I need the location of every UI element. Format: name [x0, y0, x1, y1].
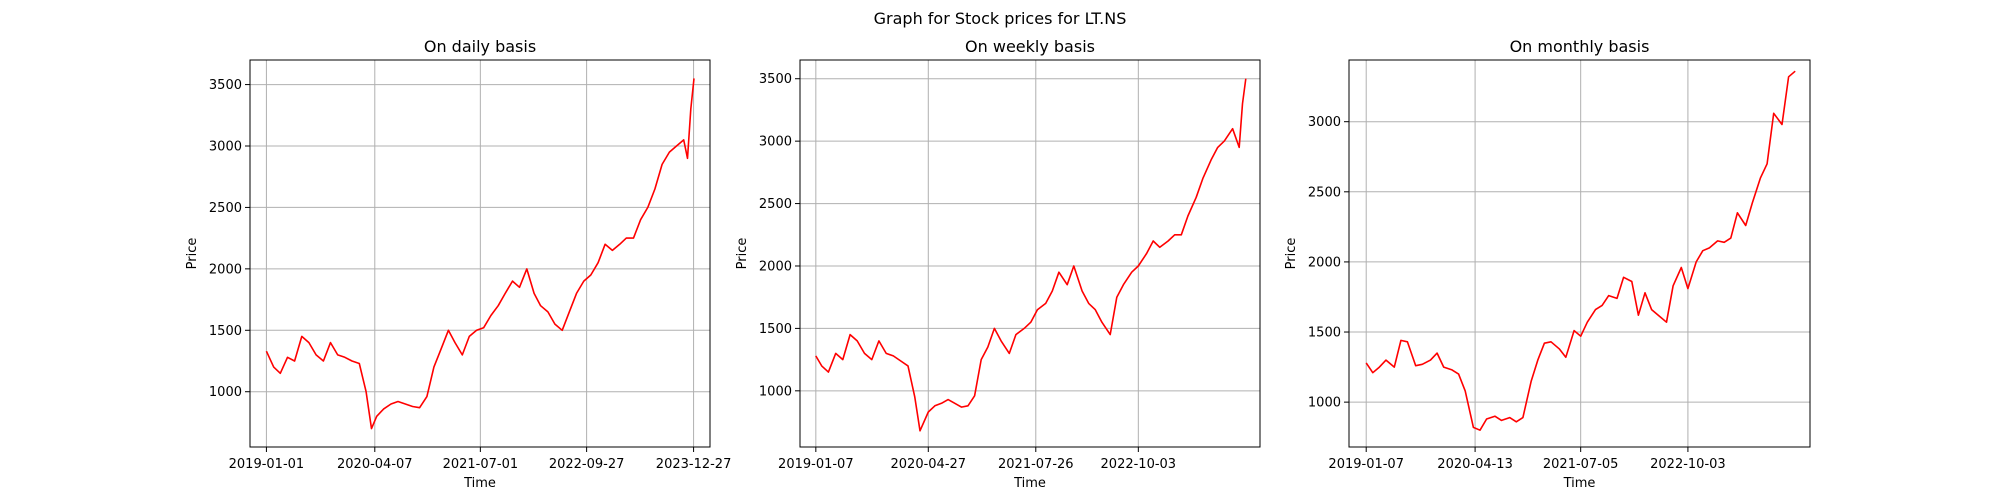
y-tick-label: 3500	[209, 78, 242, 93]
y-tick-label: 2500	[759, 197, 792, 212]
x-tick-label: 2020-04-13	[1437, 457, 1513, 472]
plot-frame	[1348, 59, 1811, 448]
price-line-monthly	[1365, 70, 1796, 432]
x-tick-label: 2019-01-07	[778, 457, 854, 472]
y-tick-label: 3500	[759, 72, 792, 87]
y-tick-label: 1000	[759, 384, 792, 399]
y-tick-label: 2500	[1308, 185, 1341, 200]
x-axis-label: Time	[463, 476, 496, 491]
plot-frame	[799, 59, 1261, 448]
x-axis-label: Time	[1013, 476, 1046, 491]
y-axis-label: Price	[185, 238, 200, 270]
price-line-daily	[265, 78, 695, 430]
y-tick-label: 3000	[759, 135, 792, 150]
x-tick-label: 2021-07-01	[443, 457, 519, 472]
chart-daily: 2019-01-01 2020-04-07 2021-07-01 2022-09-27…	[185, 37, 731, 491]
y-axis-label: Price	[1284, 238, 1299, 270]
y-tick-label: 3000	[209, 140, 242, 155]
y-tick-label: 2000	[1308, 255, 1341, 270]
chart-monthly: 2019-01-07 2020-04-13 2021-07-05 2022-10-03…	[1284, 37, 1811, 491]
chart-weekly: 2019-01-07 2020-04-27 2021-07-26 2022-10-03…	[735, 37, 1261, 491]
y-tick-label: 1500	[209, 324, 242, 339]
chart-title-daily: On daily basis	[424, 37, 536, 56]
price-line-weekly	[815, 78, 1247, 432]
x-tick-label: 2021-07-26	[998, 457, 1074, 472]
chart-title-weekly: On weekly basis	[965, 37, 1095, 56]
y-tick-label: 1000	[209, 385, 242, 400]
x-tick-label: 2022-10-03	[1101, 457, 1177, 472]
x-tick-label: 2023-12-27	[656, 457, 732, 472]
x-tick-label: 2020-04-27	[891, 457, 967, 472]
x-tick-label: 2022-10-03	[1650, 457, 1726, 472]
x-tick-label: 2019-01-07	[1328, 457, 1404, 472]
y-tick-label: 1000	[1308, 396, 1341, 411]
y-tick-label: 3000	[1308, 115, 1341, 130]
y-tick-label: 1500	[1308, 326, 1341, 341]
x-axis-label: Time	[1563, 476, 1596, 491]
y-tick-label: 1500	[759, 322, 792, 337]
chart-title-monthly: On monthly basis	[1510, 37, 1650, 56]
y-axis-label: Price	[735, 238, 750, 270]
x-tick-label: 2020-04-07	[337, 457, 413, 472]
figure-suptitle: Graph for Stock prices for LT.NS	[874, 9, 1127, 28]
y-tick-label: 2000	[209, 262, 242, 277]
y-tick-label: 2000	[759, 259, 792, 274]
x-tick-label: 2022-09-27	[549, 457, 625, 472]
x-tick-label: 2019-01-01	[229, 457, 305, 472]
y-tick-label: 2500	[209, 201, 242, 216]
x-tick-label: 2021-07-05	[1543, 457, 1619, 472]
